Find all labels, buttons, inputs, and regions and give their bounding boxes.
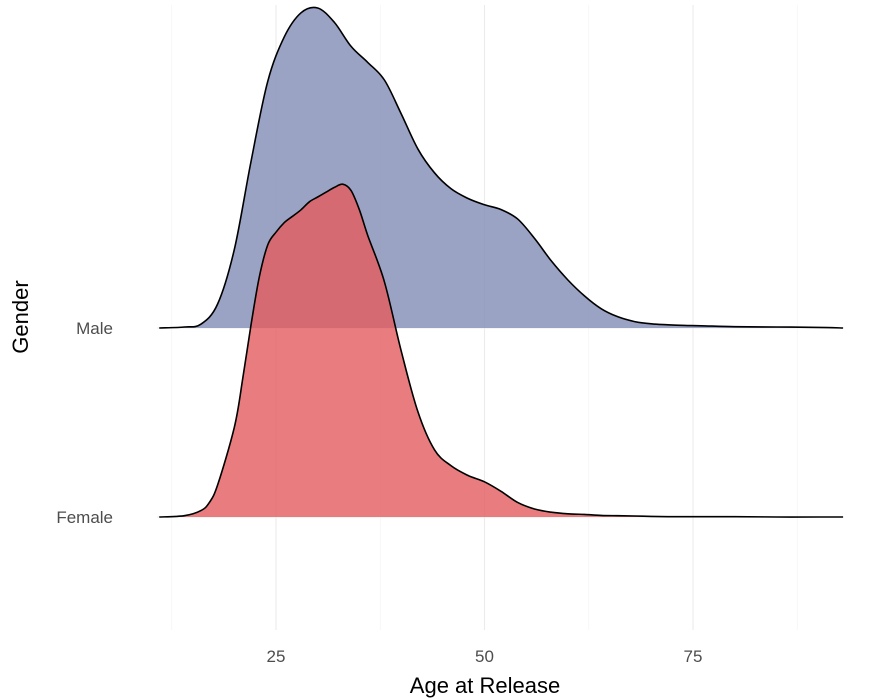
tick-layer: 25 50 75 Female Male bbox=[56, 319, 702, 666]
y-axis-title: Gender bbox=[8, 280, 33, 353]
ridge-layer bbox=[159, 6, 844, 518]
x-axis-title: Age at Release bbox=[410, 673, 560, 698]
x-tick-label-0: 25 bbox=[267, 647, 286, 666]
x-tick-label-1: 50 bbox=[475, 647, 494, 666]
x-tick-label-2: 75 bbox=[684, 647, 703, 666]
y-tick-label-male: Male bbox=[76, 319, 113, 338]
ridge-fill-female bbox=[159, 184, 844, 518]
ridge-outline-male bbox=[159, 6, 844, 329]
ridge-outline-female bbox=[159, 183, 844, 518]
y-tick-label-female: Female bbox=[56, 508, 113, 527]
